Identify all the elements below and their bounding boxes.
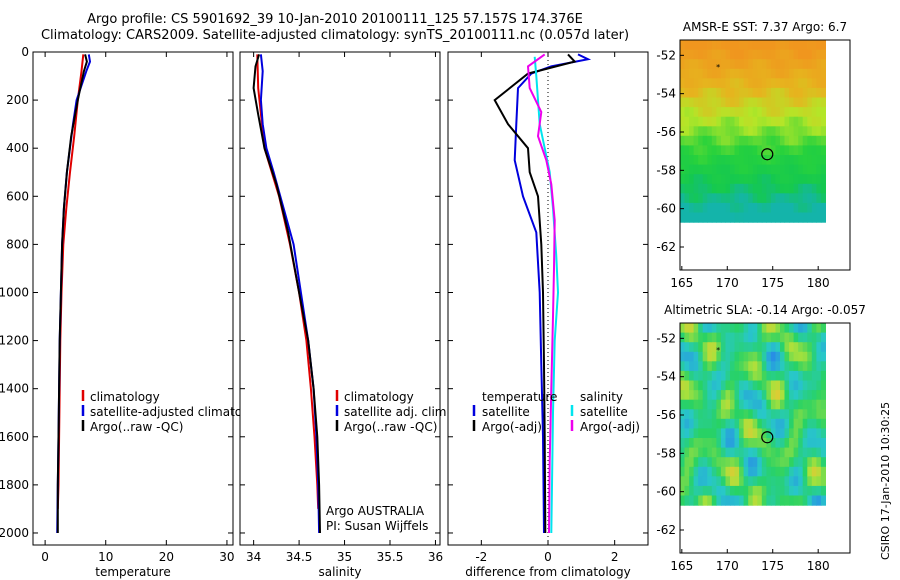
y-tick-label: 1400 bbox=[0, 382, 29, 396]
y-tick-label: -56 bbox=[656, 408, 676, 422]
y-tick-label: 1000 bbox=[0, 285, 29, 299]
map-title: AMSR-E SST: 7.37 Argo: 6.7 bbox=[683, 20, 847, 34]
x-tick-label: 165 bbox=[670, 276, 693, 290]
plot-frame bbox=[447, 51, 649, 546]
map-panel-2: Altimetric SLA: -0.14 Argo: -0.057 165 170… bbox=[656, 303, 866, 573]
x-tick-label: 175 bbox=[761, 276, 784, 290]
y-tick-label: -62 bbox=[656, 240, 676, 254]
y-tick-label: 1200 bbox=[0, 334, 29, 348]
profile-panel-2: 34 34.5 35 35.5 36 salinity climatologysatelli… bbox=[239, 51, 450, 579]
legend-entry: Argo(..raw -QC) bbox=[90, 420, 183, 434]
x-tick-label: 35 bbox=[337, 550, 352, 564]
y-tick-label: 1600 bbox=[0, 430, 29, 444]
series-line-argo-raw-qc- bbox=[252, 54, 321, 534]
legend-entry: climatology bbox=[90, 390, 160, 404]
x-tick-label: 2 bbox=[611, 550, 619, 564]
map-field bbox=[680, 40, 826, 223]
x-tick-label: 34 bbox=[246, 550, 261, 564]
legend-entry: satellite adj. clim. bbox=[344, 405, 450, 419]
y-tick-label: -54 bbox=[656, 87, 676, 101]
x-tick-label: 35.5 bbox=[377, 550, 404, 564]
x-tick-label: -2 bbox=[475, 550, 487, 564]
argo-location-marker bbox=[761, 148, 774, 161]
x-tick-label: 30 bbox=[219, 550, 234, 564]
map-frame bbox=[679, 322, 851, 554]
timestamp-stamp: CSIRO 17-Jan-2010 10:30:25 bbox=[879, 401, 892, 560]
legend-entry: salinity bbox=[580, 390, 623, 404]
series-line-argo-raw-qc- bbox=[56, 54, 88, 533]
argo-annotation-line2: PI: Susan Wijffels bbox=[326, 519, 428, 533]
y-tick-label: -54 bbox=[656, 370, 676, 384]
plot-frame bbox=[32, 51, 234, 546]
argo-location-marker bbox=[761, 431, 774, 444]
map-title: Altimetric SLA: -0.14 Argo: -0.057 bbox=[664, 303, 866, 317]
legend-entry: Argo(..raw -QC) bbox=[344, 420, 437, 434]
x-tick-label: 165 bbox=[670, 559, 693, 573]
profile-panel-1: 0 10 20 30 temperature 0 200 400 600 800 1000 1200 1… bbox=[0, 45, 268, 579]
x-tick-label: 180 bbox=[807, 559, 830, 573]
legend-entry: Argo(-adj) bbox=[580, 420, 640, 434]
legend-entry: Argo(-adj) bbox=[482, 420, 542, 434]
y-tick-label: -52 bbox=[656, 331, 676, 345]
x-axis-label: temperature bbox=[95, 565, 170, 579]
map-frame bbox=[679, 39, 851, 271]
y-tick-label: 400 bbox=[6, 141, 29, 155]
x-tick-label: 175 bbox=[761, 559, 784, 573]
x-axis-label: difference from climatology bbox=[465, 565, 631, 579]
small-star-marker: * bbox=[716, 346, 720, 355]
plot-frame bbox=[239, 51, 441, 546]
y-tick-label: -62 bbox=[656, 523, 676, 537]
x-tick-label: 34.5 bbox=[286, 550, 313, 564]
x-tick-label: 180 bbox=[807, 276, 830, 290]
y-tick-label: 200 bbox=[6, 93, 29, 107]
y-tick-label: 1800 bbox=[0, 478, 29, 492]
y-tick-label: 800 bbox=[6, 237, 29, 251]
y-tick-label: 600 bbox=[6, 189, 29, 203]
y-tick-label: -58 bbox=[656, 446, 676, 460]
small-star-marker: * bbox=[716, 63, 720, 72]
y-tick-label: -60 bbox=[656, 485, 676, 499]
y-tick-label: 0 bbox=[21, 45, 29, 59]
y-tick-label: 2000 bbox=[0, 526, 29, 540]
map-panel-1: AMSR-E SST: 7.37 Argo: 6.7 165 170 175 180 -5… bbox=[656, 20, 851, 290]
x-tick-label: 170 bbox=[716, 559, 739, 573]
series-line-salinity-argo-adj- bbox=[526, 53, 556, 534]
legend-entry: climatology bbox=[344, 390, 414, 404]
y-tick-label: -60 bbox=[656, 202, 676, 216]
x-tick-label: 170 bbox=[716, 276, 739, 290]
legend-entry: satellite-adjusted climatology bbox=[90, 405, 268, 419]
y-tick-label: -56 bbox=[656, 125, 676, 139]
x-tick-label: 36 bbox=[428, 550, 443, 564]
legend-entry: satellite bbox=[482, 405, 530, 419]
x-tick-label: 20 bbox=[159, 550, 174, 564]
legend-entry: satellite bbox=[580, 405, 628, 419]
y-tick-label: -52 bbox=[656, 48, 676, 62]
x-tick-label: 0 bbox=[544, 550, 552, 564]
map-field bbox=[680, 323, 826, 506]
chart-title-line2: Climatology: CARS2009. Satellite-adjuste… bbox=[40, 28, 630, 43]
x-tick-label: 10 bbox=[98, 550, 113, 564]
y-tick-label: -58 bbox=[656, 163, 676, 177]
legend-entry: temperature bbox=[482, 390, 557, 404]
series-line-temperature-satellite bbox=[513, 53, 592, 534]
argo-annotation-line1: Argo AUSTRALIA bbox=[326, 504, 425, 518]
chart-title-line1: Argo profile: CS 5901692_39 10-Jan-2010 … bbox=[87, 12, 583, 27]
x-tick-label: 0 bbox=[41, 550, 49, 564]
x-axis-label: salinity bbox=[318, 565, 361, 579]
